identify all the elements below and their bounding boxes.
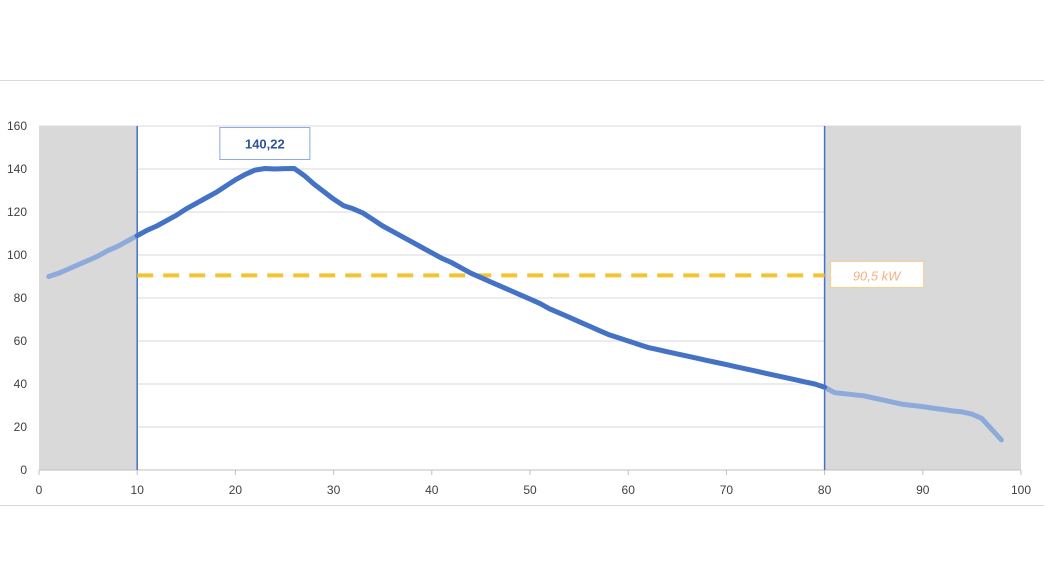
y-tick-label: 120 xyxy=(7,205,27,219)
power-curve-end xyxy=(822,384,1004,443)
x-tick-label: 70 xyxy=(720,483,734,497)
power-curve-chart: 0 20 40 60 80 100 120 140 160 0 10 20 30 40 50 60 70 80 90… xyxy=(7,119,1031,497)
x-tick-label: 50 xyxy=(523,483,537,497)
power-curve-start xyxy=(46,233,140,279)
x-tick-label: 30 xyxy=(327,483,341,497)
average-label-box xyxy=(830,260,925,288)
x-tick-label: 100 xyxy=(1011,483,1031,497)
x-tick-label: 10 xyxy=(131,483,145,497)
peak-label: 140,22 xyxy=(245,137,285,152)
y-tick-label: 140 xyxy=(7,162,27,176)
y-tick-label: 40 xyxy=(14,377,28,391)
x-tick-label: 20 xyxy=(229,483,243,497)
x-tick-label: 0 xyxy=(36,483,43,497)
x-tick-label: 90 xyxy=(916,483,930,497)
x-tick-label: 40 xyxy=(425,483,439,497)
y-tick-label: 100 xyxy=(7,248,27,262)
y-tick-label: 160 xyxy=(7,119,27,133)
y-tick-label: 60 xyxy=(14,334,28,348)
y-tick-label: 0 xyxy=(20,463,27,477)
average-label: 90,5 kW xyxy=(853,268,902,283)
y-tick-label: 20 xyxy=(14,420,28,434)
peak-label-box xyxy=(219,127,311,161)
x-tick-label: 80 xyxy=(818,483,832,497)
chart-frame: 0 20 40 60 80 100 120 140 160 0 10 20 30 40 50 60 70 80 90… xyxy=(0,80,1044,506)
power-curve-main xyxy=(134,166,828,390)
x-tick-label: 60 xyxy=(622,483,636,497)
y-tick-label: 80 xyxy=(14,291,28,305)
